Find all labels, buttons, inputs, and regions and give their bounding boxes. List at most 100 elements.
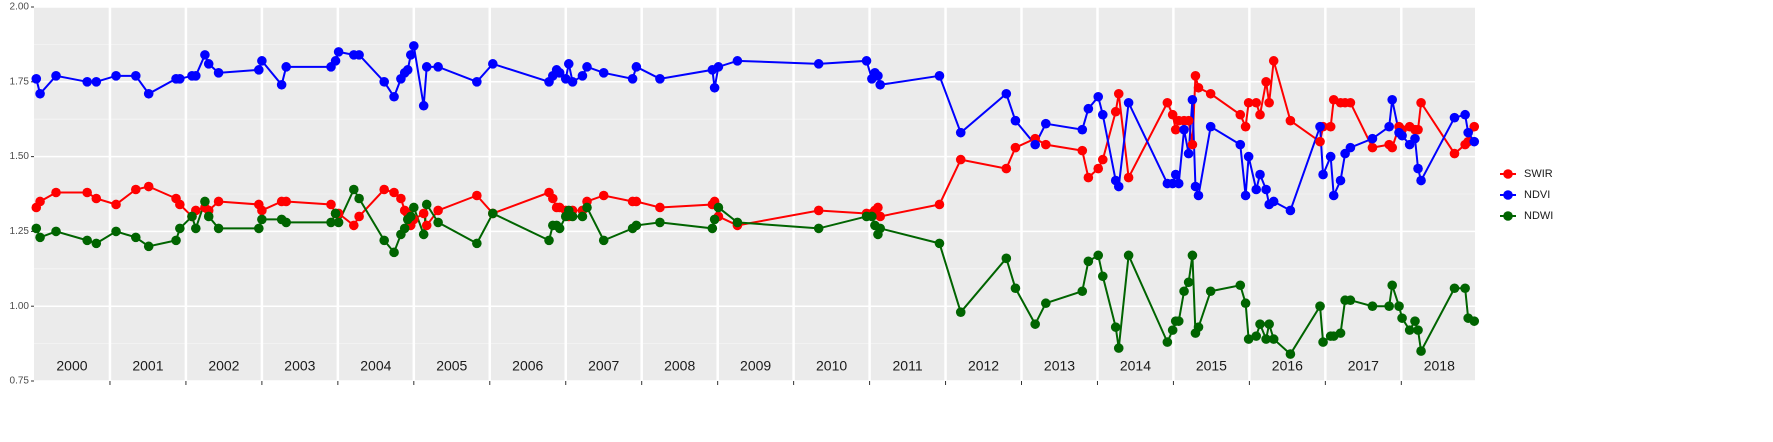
data-point [254, 65, 264, 75]
data-point [1205, 286, 1216, 297]
legend-label: NDVI [1524, 189, 1550, 201]
data-point [213, 196, 224, 207]
data-point [1235, 139, 1246, 150]
y-tick-label: 1.50 [10, 151, 30, 162]
data-point [35, 232, 45, 243]
data-point [1083, 103, 1094, 114]
data-point [861, 56, 872, 66]
data-point [955, 307, 966, 317]
data-point [143, 241, 154, 252]
data-point [130, 184, 141, 195]
data-point [1093, 163, 1104, 174]
x-tick-label: 2018 [1424, 358, 1455, 374]
data-point [433, 217, 443, 228]
data-point [1093, 91, 1104, 102]
data-point [389, 187, 399, 198]
data-point [1264, 97, 1274, 108]
data-point [91, 77, 102, 87]
x-tick-label: 2005 [436, 358, 467, 374]
x-tick-label: 2006 [512, 358, 543, 374]
data-point [354, 211, 364, 222]
x-tick-label: 2002 [208, 358, 239, 374]
data-point [405, 50, 416, 60]
data-point [488, 59, 498, 69]
data-point [1285, 205, 1296, 216]
data-point [379, 235, 389, 246]
data-point [143, 181, 154, 192]
data-point [627, 74, 638, 84]
data-point [409, 202, 419, 213]
data-point [418, 229, 429, 240]
data-point [1449, 148, 1460, 159]
data-point [187, 211, 197, 222]
data-point [281, 196, 291, 207]
data-point [1261, 77, 1271, 87]
data-point [1240, 298, 1251, 309]
data-point [1205, 121, 1216, 132]
data-point [655, 74, 665, 84]
data-point [1367, 142, 1378, 153]
data-point [1113, 343, 1124, 353]
data-point [631, 196, 642, 207]
y-tick-label: 0.75 [10, 376, 30, 387]
data-point [349, 220, 359, 231]
data-point [399, 223, 410, 234]
x-tick-label: 2011 [893, 358, 923, 374]
data-point [326, 217, 336, 228]
data-point [732, 217, 743, 228]
data-point [1162, 97, 1173, 108]
data-point [1460, 283, 1470, 294]
data-point [203, 211, 214, 222]
data-point [1367, 133, 1378, 144]
data-point [873, 71, 883, 81]
data-point [1123, 97, 1134, 108]
data-point [82, 77, 92, 87]
data-point [1285, 115, 1296, 126]
data-point [389, 247, 399, 258]
data-point [1384, 301, 1394, 312]
data-point [554, 223, 565, 234]
data-point [91, 238, 102, 249]
data-point [421, 199, 432, 210]
data-point [875, 79, 886, 90]
data-point [396, 193, 406, 204]
data-point [577, 71, 588, 81]
data-point [130, 232, 141, 243]
data-point [1469, 121, 1480, 132]
x-tick-label: 2017 [1348, 358, 1379, 374]
data-point [213, 68, 224, 78]
data-point [333, 217, 344, 228]
data-point [577, 211, 588, 222]
data-point [563, 59, 574, 69]
data-point [35, 88, 45, 99]
data-point [1413, 325, 1423, 335]
data-point [1325, 121, 1336, 132]
data-point [1335, 175, 1346, 186]
data-point [175, 223, 185, 234]
y-tick-label: 1.25 [10, 226, 30, 237]
data-point [354, 50, 364, 60]
legend-marker [1503, 190, 1513, 200]
data-point [1083, 172, 1094, 183]
data-point [1110, 322, 1121, 332]
data-point [1416, 175, 1426, 186]
data-point [955, 127, 966, 138]
data-point [567, 77, 578, 87]
data-point [1077, 124, 1088, 135]
data-point [875, 223, 886, 234]
data-point [1325, 151, 1336, 162]
data-point [1097, 271, 1108, 282]
data-point [31, 223, 42, 234]
data-point [1335, 328, 1346, 338]
data-point [389, 91, 399, 102]
data-point [1261, 334, 1271, 344]
data-point [873, 202, 883, 213]
data-point [1328, 190, 1339, 201]
data-point [1345, 142, 1356, 153]
data-point [1240, 190, 1251, 201]
data-point [254, 223, 264, 234]
legend-label: SWIR [1524, 168, 1553, 180]
x-tick-label: 2004 [360, 358, 391, 374]
data-point [200, 196, 210, 207]
data-point [544, 235, 554, 246]
